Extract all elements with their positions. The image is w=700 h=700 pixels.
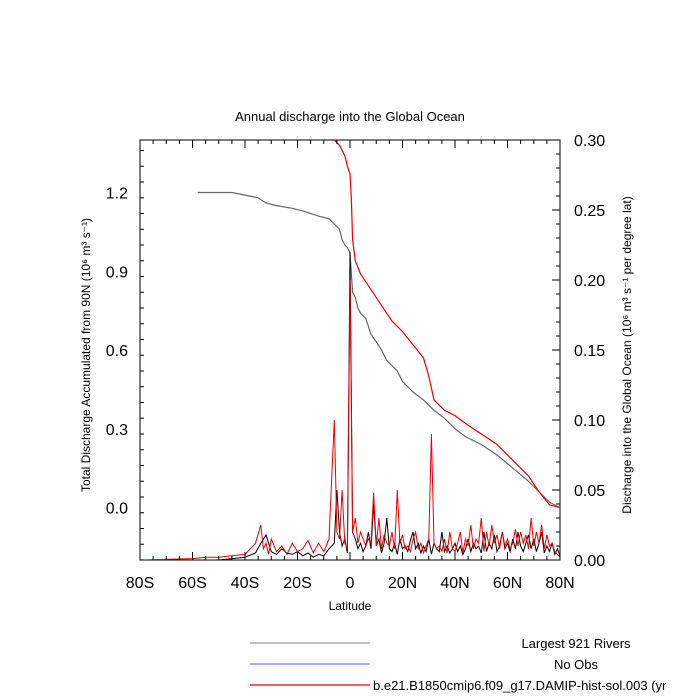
series-line-perdegree-b-e21-b1850cmip6-f09-g17-damip (140, 279, 560, 560)
y-right-tick-label: 0.30 (574, 133, 605, 150)
y-left-tick-label: 0.9 (106, 264, 128, 281)
plot-area: 80S 60S 40S 20S 0 20N 40N 60N 80N 0.0 0.3 0.6 0.9 1.2… (106, 133, 605, 592)
y-left-tick-label: 1.2 (106, 186, 128, 203)
x-tick-label: 0 (346, 575, 355, 592)
y-left-tick-label: 0.3 (106, 422, 128, 439)
y-right-tick-label: 0.20 (574, 273, 605, 290)
y-left-tick-label: 0.6 (106, 343, 128, 360)
x-tick-label: 60N (493, 575, 522, 592)
y-right-tick-label: 0.25 (574, 203, 605, 220)
y-left-tick-label: 0.0 (106, 501, 128, 518)
y-right-tick-label: 0.15 (574, 343, 605, 360)
x-tick-label: 80S (126, 575, 154, 592)
y-axis-label-right: Discharge into the Global Ocean (10⁶ m³ … (620, 196, 634, 513)
x-axis-label: Latitude (329, 599, 372, 613)
x-tick-label: 80N (545, 575, 574, 592)
series-line-perdegree-largest-921-rivers-per-degree (140, 251, 560, 560)
tick-layer: 80S 60S 40S 20S 0 20N 40N 60N 80N 0.0 0.3 0.6 0.9 1.2… (106, 133, 605, 592)
y-axis-label-left: Total Discharge Accumulated from 90N (10… (79, 218, 93, 492)
legend-label: b.e21.B1850cmip6.f09_g17.DAMIP-hist-sol.… (373, 678, 667, 693)
plot-frame (139, 139, 561, 561)
x-tick-label: 20S (283, 575, 311, 592)
series-line-cumulative-b-e21-b1850cmip6-f09-g17-damip (333, 140, 560, 509)
chart-title: Annual discharge into the Global Ocean (235, 109, 465, 124)
legend-label: Largest 921 Rivers (521, 636, 631, 651)
y-right-tick-label: 0.05 (574, 483, 605, 500)
x-tick-label: 20N (388, 575, 417, 592)
series-layer (140, 140, 560, 560)
x-tick-label: 40N (440, 575, 469, 592)
legend: Largest 921 Rivers No Obs b.e21.B1850cmip6… (250, 636, 667, 693)
y-right-tick-label: 0.10 (574, 413, 605, 430)
x-tick-label: 40S (231, 575, 259, 592)
legend-label: No Obs (554, 657, 599, 672)
y-right-tick-label: 0.00 (574, 553, 605, 570)
series-line-cumulative-largest-921-rivers (197, 191, 560, 509)
x-tick-label: 60S (178, 575, 206, 592)
